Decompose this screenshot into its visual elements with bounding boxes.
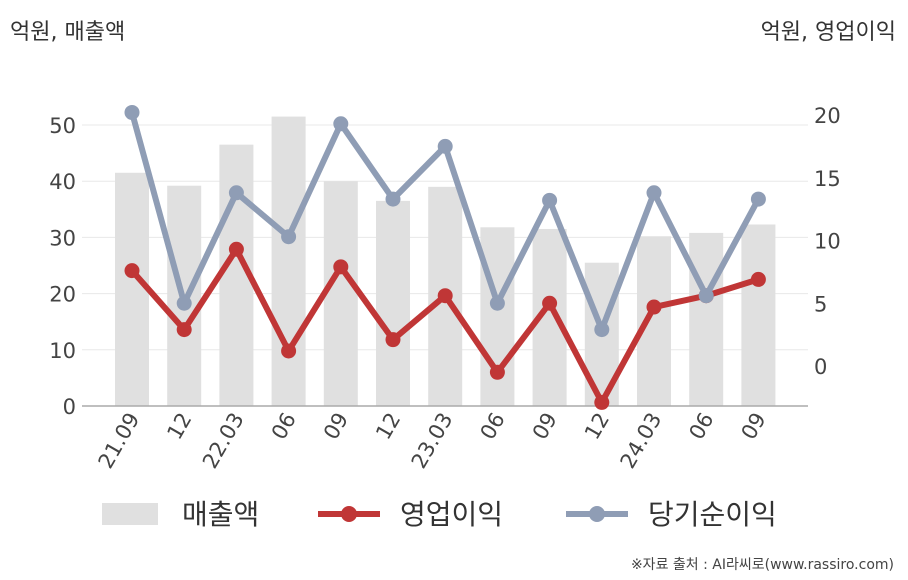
y-right-tick-label: 10 [814,230,841,254]
point-당기순이익-24.03 [646,185,662,201]
line-series-영업이익 [124,241,766,410]
y-left-tick-label: 10 [49,339,76,363]
bar-09 [741,224,776,406]
point-영업이익-06 [489,364,505,380]
legend-label: 당기순이익 [648,498,777,531]
y-left-tick-label: 40 [49,170,76,194]
point-당기순이익-06 [281,229,297,245]
point-영업이익-09 [542,295,558,311]
x-tick-label: 22.03 [198,409,249,473]
y-left-tick-label: 0 [63,395,76,419]
legend-item-당기순이익: 당기순이익 [566,498,777,531]
legend-item-영업이익: 영업이익 [318,498,503,531]
point-당기순이익-09 [542,192,558,208]
point-당기순이익-22.03 [228,185,244,201]
bar-21.09 [115,172,149,406]
source-note: ※자료 출처 : AI라씨로(www.rassiro.com) [630,557,894,573]
right-axis-unit: 억원, 영업이익 [760,20,896,45]
point-영업이익-24.03 [646,299,662,315]
point-영업이익-12 [176,322,192,338]
legend-label: 매출액 [182,498,259,531]
x-tick-label: 12 [580,409,614,444]
point-당기순이익-09 [750,191,766,207]
y-right-tick-label: 20 [814,104,841,128]
x-tick-label: 12 [371,409,405,444]
y-right-tick-label: 0 [814,355,827,379]
x-tick-label: 06 [267,409,301,444]
x-tick-label: 23.03 [407,409,458,473]
point-영업이익-09 [750,271,766,287]
point-당기순이익-21.09 [124,104,140,120]
left-axis-unit: 억원, 매출액 [10,20,126,45]
y-left-tick-label: 20 [49,283,76,307]
bar-06 [689,232,724,406]
point-영업이익-12 [594,394,610,410]
x-tick-label: 24.03 [615,409,666,473]
line-series-당기순이익 [124,104,766,338]
y-right-tick-label: 5 [814,292,827,316]
legend: 매출액 영업이익 당기순이익 [102,498,777,531]
point-당기순이익-12 [385,191,401,207]
x-tick-label: 09 [319,409,353,444]
point-영업이익-23.03 [437,288,453,304]
y-left-tick-label: 50 [49,114,76,138]
line-series [124,104,766,410]
legend-item-매출액: 매출액 [102,498,259,531]
x-tick-label: 09 [528,409,562,444]
point-영업이익-22.03 [228,241,244,257]
point-영업이익-09 [333,259,349,275]
point-당기순이익-09 [333,116,349,132]
y-left-tick-label: 30 [49,226,76,250]
point-당기순이익-06 [489,295,505,311]
point-당기순이익-06 [698,288,714,304]
bar-series [115,116,776,407]
point-당기순이익-23.03 [437,138,453,154]
point-당기순이익-12 [594,322,610,338]
x-tick-label: 21.09 [93,409,144,473]
point-영업이익-06 [281,343,297,359]
point-영업이익-21.09 [124,263,140,279]
x-tick-label: 06 [684,409,718,444]
x-tick-label: 12 [162,409,196,444]
x-tick-label: 09 [737,409,771,444]
point-당기순이익-12 [176,295,192,311]
bar-09 [323,181,358,406]
legend-label: 영업이익 [400,498,503,531]
y-right-tick-label: 15 [814,167,841,191]
legend-marker [589,506,605,522]
bar-12 [376,200,410,406]
point-영업이익-12 [385,332,401,348]
legend-swatch [102,503,158,525]
x-tick-label: 06 [476,409,510,444]
bar-06 [271,116,306,406]
bar-24.03 [637,236,671,406]
legend-marker [341,506,357,522]
